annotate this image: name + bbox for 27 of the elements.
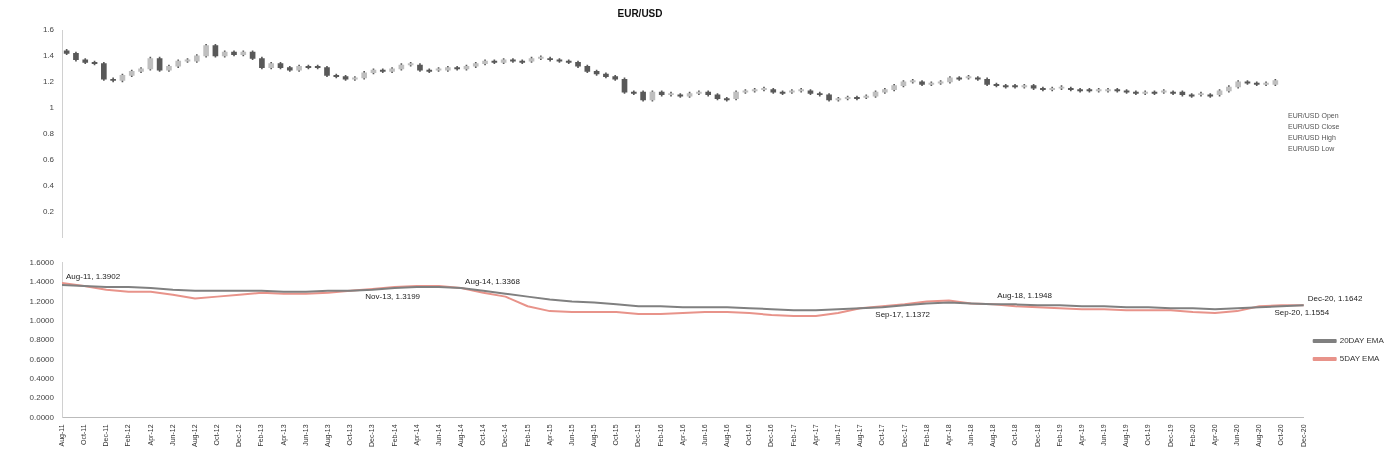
- annotation: Aug-11, 1.3902: [66, 272, 121, 282]
- annotation: Dec-20, 1.1642: [1307, 294, 1363, 304]
- y-tick-label: 1.6000: [29, 258, 55, 267]
- y-tick-label: 0.6: [42, 154, 55, 164]
- y-tick-label: 0.8000: [29, 335, 55, 345]
- legend-label: 5DAY EMA: [1339, 354, 1381, 364]
- y-tick-label: 0.2: [42, 206, 55, 216]
- y-tick-label: 0.2000: [29, 393, 55, 403]
- chart-title: EUR/USD: [617, 7, 663, 19]
- y-tick-label: 0.4000: [29, 373, 55, 383]
- y-tick-label: 1.2000: [29, 296, 55, 306]
- y-tick-label: 1.6: [42, 25, 55, 35]
- y-tick-label: 1.2: [42, 77, 55, 86]
- annotation: Aug-14, 1.3368: [465, 277, 521, 287]
- y-tick-label: 1: [49, 102, 55, 112]
- annotation: Aug-18, 1.1948: [997, 291, 1053, 301]
- y-tick-label: 1.4: [42, 51, 55, 61]
- y-tick-label: 0.6000: [29, 354, 55, 364]
- y-tick-label: 0.8: [42, 128, 55, 138]
- y-tick-label: 0.0000: [29, 412, 55, 422]
- y-tick-label: 1.4000: [29, 277, 55, 287]
- annotation: Sep-17, 1.1372: [875, 309, 931, 319]
- annotation: Nov-13, 1.3199: [365, 292, 421, 302]
- y-tick-label: 0.4: [42, 180, 55, 190]
- legend-label: 20DAY EMA: [1339, 336, 1385, 346]
- annotation: Sep-20, 1.1554: [1274, 307, 1330, 317]
- y-tick-label: 1.0000: [29, 315, 55, 325]
